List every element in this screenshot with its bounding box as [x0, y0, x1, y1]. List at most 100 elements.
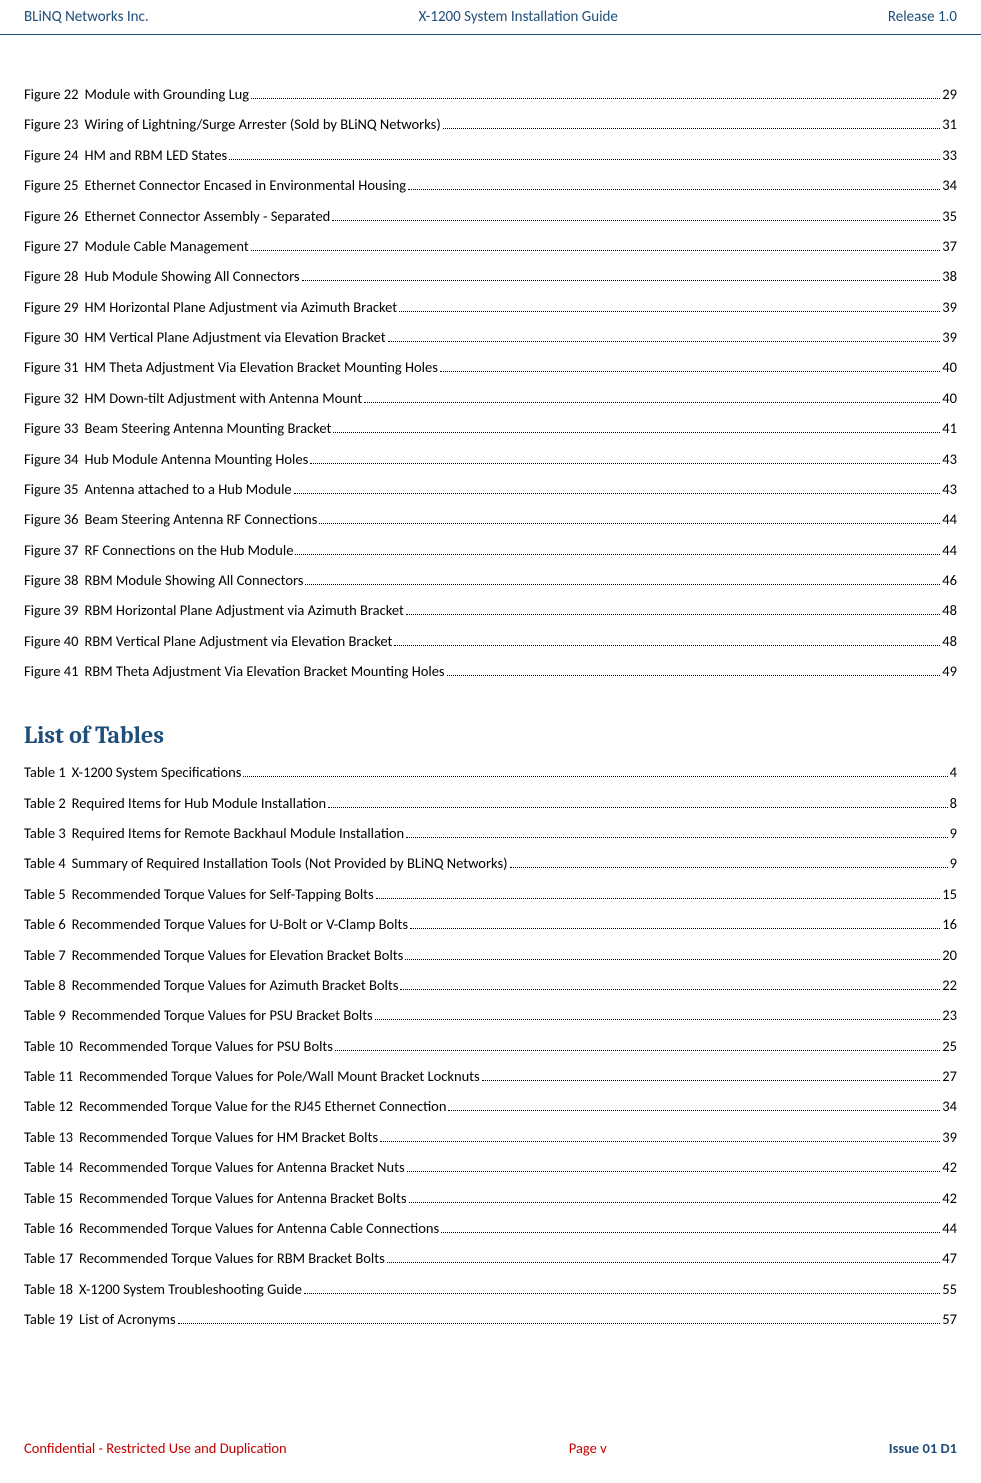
table-entry[interactable]: Table 15Recommended Torque Values for An…: [24, 1187, 957, 1210]
toc-leader: [407, 1159, 941, 1172]
toc-leader: [510, 855, 948, 868]
figure-entry[interactable]: Figure 24HM and RBM LED States33: [24, 144, 957, 167]
figure-title: Module with Grounding Lug: [79, 83, 250, 106]
figure-page: 44: [942, 539, 957, 562]
footer-page-number: Page v: [569, 1439, 607, 1457]
figure-entry[interactable]: Figure 27Module Cable Management37: [24, 235, 957, 258]
figure-title: HM Horizontal Plane Adjustment via Azimu…: [79, 296, 398, 319]
table-title: X-1200 System Troubleshooting Guide: [73, 1278, 302, 1301]
figure-entry[interactable]: Figure 33Beam Steering Antenna Mounting …: [24, 417, 957, 440]
table-entry[interactable]: Table 13Recommended Torque Values for HM…: [24, 1126, 957, 1149]
figure-label: Figure 32: [24, 387, 79, 410]
table-entry[interactable]: Table 4Summary of Required Installation …: [24, 852, 957, 875]
table-entry[interactable]: Table 5Recommended Torque Values for Sel…: [24, 883, 957, 906]
figure-title: RBM Module Showing All Connectors: [79, 569, 304, 592]
figure-entry[interactable]: Figure 38RBM Module Showing All Connecto…: [24, 569, 957, 592]
figure-entry[interactable]: Figure 39RBM Horizontal Plane Adjustment…: [24, 599, 957, 622]
figure-label: Figure 29: [24, 296, 79, 319]
table-label: Table 15: [24, 1187, 73, 1210]
toc-leader: [406, 602, 940, 615]
table-label: Table 14: [24, 1156, 73, 1179]
toc-leader: [440, 359, 940, 372]
figure-title: RBM Horizontal Plane Adjustment via Azim…: [79, 599, 404, 622]
table-entry[interactable]: Table 11Recommended Torque Values for Po…: [24, 1065, 957, 1088]
figure-page: 46: [942, 569, 957, 592]
footer-confidential: Confidential - Restricted Use and Duplic…: [24, 1439, 287, 1457]
toc-leader: [405, 947, 940, 960]
table-entry[interactable]: Table 17Recommended Torque Values for RB…: [24, 1247, 957, 1270]
table-page: 34: [942, 1095, 957, 1118]
toc-leader: [178, 1311, 941, 1324]
table-entry[interactable]: Table 12Recommended Torque Value for the…: [24, 1095, 957, 1118]
table-entry[interactable]: Table 1X-1200 System Specifications4: [24, 761, 957, 784]
table-title: Required Items for Remote Backhaul Modul…: [66, 822, 405, 845]
toc-leader: [229, 147, 940, 160]
table-page: 20: [942, 944, 957, 967]
figure-title: Hub Module Antenna Mounting Holes: [79, 448, 309, 471]
figure-entry[interactable]: Figure 28Hub Module Showing All Connecto…: [24, 265, 957, 288]
figure-page: 40: [942, 356, 957, 379]
table-page: 39: [942, 1126, 957, 1149]
table-page: 23: [942, 1004, 957, 1027]
toc-leader: [328, 795, 948, 808]
figure-label: Figure 25: [24, 174, 79, 197]
table-entry[interactable]: Table 7Recommended Torque Values for Ele…: [24, 944, 957, 967]
figure-entry[interactable]: Figure 40RBM Vertical Plane Adjustment v…: [24, 630, 957, 653]
table-entry[interactable]: Table 18X-1200 System Troubleshooting Gu…: [24, 1278, 957, 1301]
figure-label: Figure 41: [24, 660, 79, 683]
table-entry[interactable]: Table 2Required Items for Hub Module Ins…: [24, 792, 957, 815]
toc-leader: [400, 977, 940, 990]
figure-label: Figure 22: [24, 83, 79, 106]
figure-entry[interactable]: Figure 26Ethernet Connector Assembly - S…: [24, 205, 957, 228]
toc-leader: [310, 450, 940, 463]
toc-leader: [447, 663, 941, 676]
table-entry[interactable]: Table 8Recommended Torque Values for Azi…: [24, 974, 957, 997]
table-title: X-1200 System Specifications: [66, 761, 242, 784]
table-title: Recommended Torque Values for Antenna Br…: [73, 1187, 407, 1210]
figure-title: Ethernet Connector Encased in Environmen…: [79, 174, 407, 197]
table-label: Table 2: [24, 792, 66, 815]
figure-entry[interactable]: Figure 41RBM Theta Adjustment Via Elevat…: [24, 660, 957, 683]
figure-entry[interactable]: Figure 32HM Down-tilt Adjustment with An…: [24, 387, 957, 410]
figure-page: 35: [942, 205, 957, 228]
figure-title: HM Down-tilt Adjustment with Antenna Mou…: [79, 387, 363, 410]
figure-entry[interactable]: Figure 25Ethernet Connector Encased in E…: [24, 174, 957, 197]
figure-label: Figure 40: [24, 630, 79, 653]
figure-entry[interactable]: Figure 23Wiring of Lightning/Surge Arres…: [24, 113, 957, 136]
figure-entry[interactable]: Figure 29HM Horizontal Plane Adjustment …: [24, 296, 957, 319]
table-title: Recommended Torque Values for Antenna Ca…: [73, 1217, 439, 1240]
table-label: Table 16: [24, 1217, 73, 1240]
figure-title: Beam Steering Antenna Mounting Bracket: [79, 417, 332, 440]
figure-page: 43: [942, 448, 957, 471]
figure-entry[interactable]: Figure 34Hub Module Antenna Mounting Hol…: [24, 448, 957, 471]
figure-entry[interactable]: Figure 36Beam Steering Antenna RF Connec…: [24, 508, 957, 531]
table-entry[interactable]: Table 14Recommended Torque Values for An…: [24, 1156, 957, 1179]
table-entry[interactable]: Table 19List of Acronyms57: [24, 1308, 957, 1331]
table-page: 4: [950, 761, 957, 784]
table-page: 25: [942, 1035, 957, 1058]
table-entry[interactable]: Table 3Required Items for Remote Backhau…: [24, 822, 957, 845]
figure-title: HM and RBM LED States: [79, 144, 228, 167]
header-company: BLiNQ Networks Inc.: [24, 8, 149, 26]
figure-entry[interactable]: Figure 35Antenna attached to a Hub Modul…: [24, 478, 957, 501]
figure-entry[interactable]: Figure 31HM Theta Adjustment Via Elevati…: [24, 356, 957, 379]
figure-label: Figure 27: [24, 235, 79, 258]
figure-entry[interactable]: Figure 30HM Vertical Plane Adjustment vi…: [24, 326, 957, 349]
table-label: Table 10: [24, 1035, 73, 1058]
toc-leader: [408, 177, 940, 190]
table-entry[interactable]: Table 16Recommended Torque Values for An…: [24, 1217, 957, 1240]
table-page: 42: [942, 1187, 957, 1210]
toc-leader: [482, 1068, 941, 1081]
figure-entry[interactable]: Figure 22Module with Grounding Lug29: [24, 83, 957, 106]
figure-page: 48: [942, 599, 957, 622]
table-entry[interactable]: Table 10Recommended Torque Values for PS…: [24, 1035, 957, 1058]
table-entry[interactable]: Table 9Recommended Torque Values for PSU…: [24, 1004, 957, 1027]
table-label: Table 12: [24, 1095, 73, 1118]
toc-leader: [399, 299, 940, 312]
table-title: Recommended Torque Values for Antenna Br…: [73, 1156, 405, 1179]
figure-label: Figure 37: [24, 539, 79, 562]
figure-entry[interactable]: Figure 37RF Connections on the Hub Modul…: [24, 539, 957, 562]
table-page: 9: [950, 852, 957, 875]
toc-leader: [332, 207, 940, 220]
table-entry[interactable]: Table 6Recommended Torque Values for U-B…: [24, 913, 957, 936]
